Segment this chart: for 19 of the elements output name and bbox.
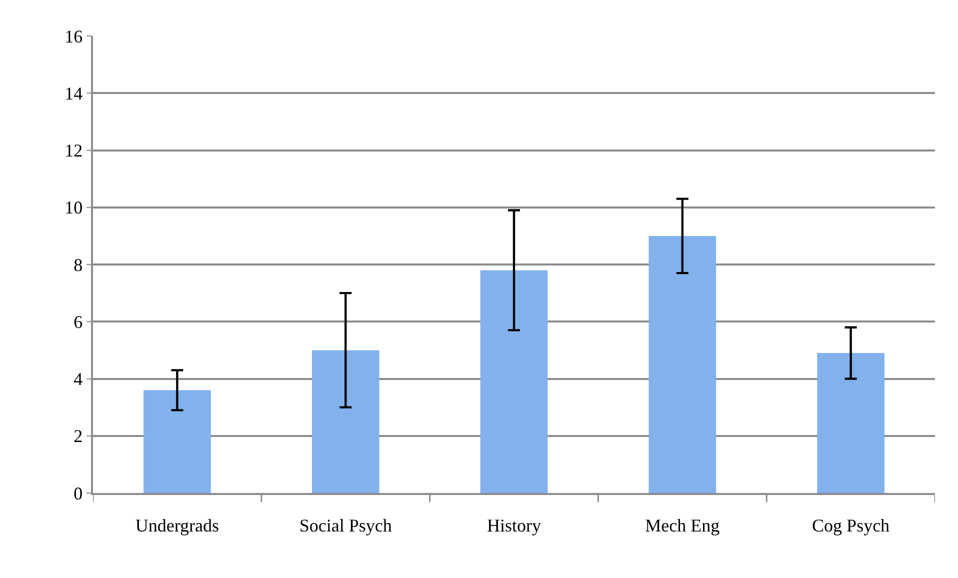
x-tick-label: Undergrads xyxy=(135,515,220,536)
bar xyxy=(648,236,716,493)
y-tick-label: 2 xyxy=(74,426,83,446)
x-tick-label: Mech Eng xyxy=(645,515,720,536)
y-tick-label: 8 xyxy=(74,254,83,275)
bar xyxy=(817,353,884,493)
y-tick-label: 16 xyxy=(64,26,83,46)
x-tick-label: Social Psych xyxy=(299,515,392,536)
bar xyxy=(312,350,380,493)
y-tick-label: 0 xyxy=(74,483,83,504)
y-tick-label: 6 xyxy=(74,312,83,332)
bar xyxy=(144,390,211,493)
y-tick-label: 14 xyxy=(64,83,83,104)
x-tick-label: History xyxy=(487,515,541,536)
y-tick-label: 4 xyxy=(74,369,83,390)
y-tick-label: 12 xyxy=(64,140,83,161)
y-tick-label: 10 xyxy=(64,198,83,218)
bar xyxy=(480,270,548,493)
x-tick-label: Cog Psych xyxy=(812,515,890,536)
